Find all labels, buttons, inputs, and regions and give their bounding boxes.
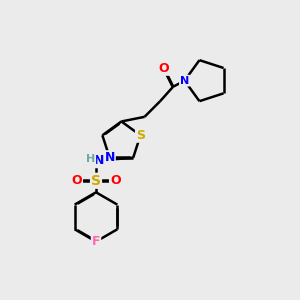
Text: N: N xyxy=(104,151,115,164)
Text: O: O xyxy=(71,174,82,187)
Text: F: F xyxy=(92,235,100,248)
Text: O: O xyxy=(158,62,169,75)
Text: S: S xyxy=(136,129,145,142)
Text: H: H xyxy=(86,154,95,164)
Text: N: N xyxy=(180,76,189,86)
Text: N: N xyxy=(94,154,104,167)
Text: S: S xyxy=(91,174,101,188)
Text: O: O xyxy=(110,174,121,187)
